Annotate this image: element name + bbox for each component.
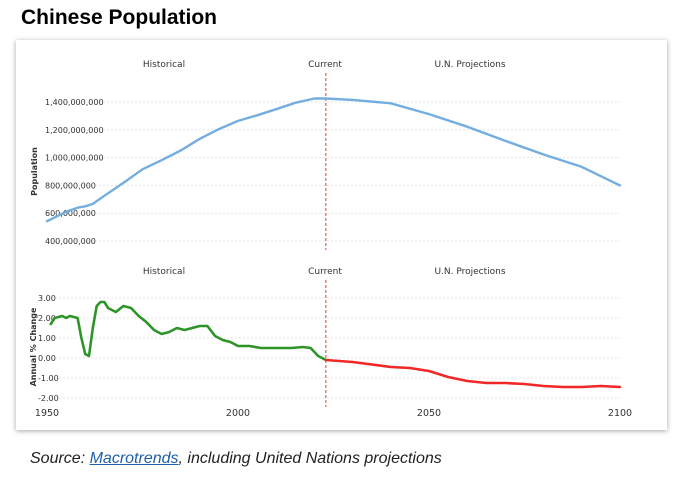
x-tick-label: 2000 — [226, 408, 250, 419]
section-label: Current — [308, 267, 342, 277]
page-title: Chinese Population — [21, 6, 218, 29]
population-series-line — [45, 97, 622, 223]
y-tick-label: 1.00 — [38, 334, 56, 343]
y-tick-label: 0.00 — [38, 354, 56, 363]
chart-frame: 400,000,000 600,000,000 800,000,000 1,000,0… — [16, 40, 667, 430]
historical-change-line — [49, 300, 328, 362]
section-label: U.N. Projections — [434, 60, 505, 70]
y-axis-title: Population — [30, 147, 39, 196]
x-tick-label: 2050 — [417, 408, 441, 419]
y-tick-label: 1,400,000,000 — [45, 98, 104, 107]
projected-change-line — [324, 358, 622, 389]
source-link[interactable]: Macrotrends — [89, 450, 179, 467]
x-axis: 1950 2000 2050 2100 — [35, 408, 632, 419]
y-tick-label: 1,200,000,000 — [45, 126, 104, 135]
y-tick-label: -1.00 — [38, 374, 59, 383]
source-line: Source: Macrotrends, including United Na… — [30, 450, 442, 468]
section-label: Current — [308, 60, 342, 70]
chart-svg: 400,000,000 600,000,000 800,000,000 1,000,0… — [29, 60, 632, 419]
x-tick-label: 2100 — [608, 408, 632, 419]
x-tick-label: 1950 — [35, 408, 59, 419]
source-suffix: , including United Nations projections — [178, 450, 442, 467]
y-tick-label: 2.00 — [38, 314, 56, 323]
section-label: Historical — [143, 267, 185, 277]
y-tick-label: 3.00 — [38, 294, 56, 303]
y-tick-label: 400,000,000 — [45, 237, 96, 246]
section-label: Historical — [143, 60, 185, 70]
y-tick-label: 1,000,000,000 — [45, 154, 104, 163]
population-panel: 400,000,000 600,000,000 800,000,000 1,000,0… — [30, 60, 622, 250]
y-tick-label: -2.00 — [38, 394, 59, 403]
section-label: U.N. Projections — [434, 267, 505, 277]
y-tick-label: 600,000,000 — [45, 209, 96, 218]
source-prefix: Source: — [30, 450, 90, 467]
y-axis-title: Annual % Change — [29, 307, 38, 386]
y-tick-label: 800,000,000 — [45, 181, 96, 190]
